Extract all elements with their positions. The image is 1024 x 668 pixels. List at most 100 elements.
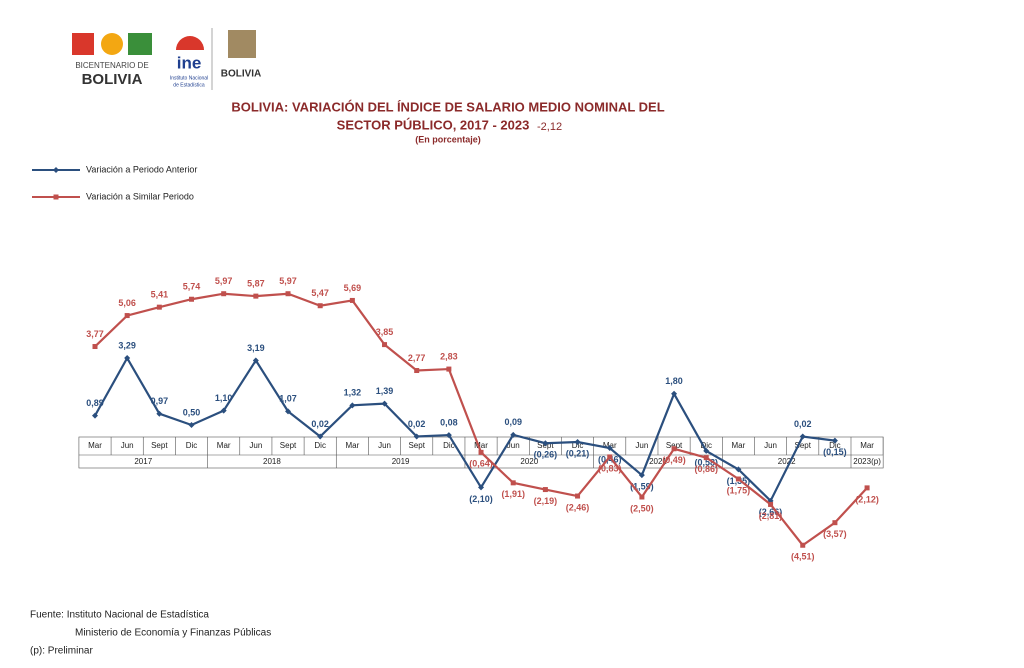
- year-label: 2019: [392, 457, 410, 466]
- data-label: 5,97: [279, 276, 297, 286]
- point: [735, 476, 741, 482]
- point: [671, 446, 677, 452]
- data-label: 0,89: [86, 398, 104, 408]
- point: [317, 303, 323, 309]
- data-label: (0,58): [694, 457, 718, 467]
- point: [445, 432, 452, 439]
- point: [220, 407, 227, 414]
- legend-label: Variación a Similar Periodo: [86, 191, 194, 201]
- x-tick-label: Jun: [764, 441, 777, 450]
- data-label: 0,08: [440, 417, 458, 427]
- data-label: (0,64): [469, 459, 493, 469]
- data-label: (2,46): [566, 502, 590, 512]
- point: [349, 297, 355, 303]
- point: [606, 445, 613, 452]
- year-label: 2021: [649, 457, 667, 466]
- data-label: (0,49): [662, 455, 686, 465]
- point: [638, 472, 645, 479]
- x-tick-label: Dic: [443, 441, 455, 450]
- point: [252, 357, 259, 364]
- x-tick-label: Sept: [666, 441, 683, 450]
- x-tick-label: Sept: [151, 441, 168, 450]
- logo-ine-arc: [176, 36, 204, 50]
- x-tick-label: Jun: [635, 441, 648, 450]
- point: [382, 342, 388, 348]
- x-tick-label: Mar: [345, 441, 359, 450]
- point: [253, 293, 259, 299]
- data-label: (1,91): [501, 489, 525, 499]
- x-tick-label: Mar: [860, 441, 874, 450]
- logo-text: de Estadística: [173, 82, 205, 88]
- point: [832, 520, 838, 526]
- point: [349, 402, 356, 409]
- data-label: (4,51): [791, 552, 815, 562]
- point: [124, 313, 130, 319]
- year-label: 2022: [778, 457, 796, 466]
- data-label: 0,02: [794, 419, 812, 429]
- point: [188, 422, 195, 428]
- data-label: (2,10): [469, 494, 493, 504]
- footer-text: Ministerio de Economía y Finanzas Públic…: [75, 628, 271, 639]
- point: [156, 304, 162, 310]
- series-line: [94, 292, 868, 547]
- data-label: 0,02: [408, 419, 426, 429]
- point: [864, 485, 870, 491]
- point: [189, 296, 195, 302]
- x-tick-label: Sept: [280, 441, 297, 450]
- footer-text: (p): Preliminar: [30, 646, 93, 657]
- data-label: 1,32: [344, 388, 362, 398]
- data-label: (0,83): [598, 463, 622, 473]
- data-label: 0,50: [183, 407, 201, 417]
- point: [156, 410, 163, 417]
- data-label: 5,74: [183, 282, 201, 292]
- data-label: 0,02: [311, 419, 329, 429]
- data-label: 5,41: [151, 290, 169, 300]
- data-label: (0,86): [694, 464, 718, 474]
- data-label: 3,29: [118, 340, 136, 350]
- point: [542, 487, 548, 493]
- x-tick-label: Dic: [700, 441, 712, 450]
- point: [413, 433, 420, 440]
- chart-subtitle: (En porcentaje): [415, 134, 481, 144]
- data-label: (0,21): [566, 448, 590, 458]
- data-label: (1,75): [727, 485, 751, 495]
- point: [478, 484, 485, 491]
- chart-title: SECTOR PÚBLICO, 2017 - 2023: [337, 117, 530, 132]
- x-tick-label: Jun: [249, 441, 262, 450]
- point: [317, 433, 324, 440]
- data-label: (2,50): [630, 503, 654, 513]
- x-tick-label: Jun: [378, 441, 391, 450]
- logo-block: [228, 30, 256, 58]
- logo-text: ine: [177, 53, 202, 72]
- data-label: 3,85: [376, 327, 394, 337]
- legend-marker: [53, 194, 59, 200]
- point: [703, 455, 709, 461]
- data-label: (1,59): [630, 482, 654, 492]
- point: [671, 390, 678, 397]
- x-tick-label: Dic: [829, 441, 841, 450]
- point: [221, 291, 227, 297]
- logo-text: BOLIVIA: [82, 71, 143, 88]
- point: [800, 542, 806, 548]
- logo-block: [72, 33, 94, 55]
- logos: BICENTENARIO DE BOLIVIA ine Instituto Na…: [72, 28, 261, 90]
- data-label: (3,57): [823, 529, 847, 539]
- x-tick-label: Mar: [474, 441, 488, 450]
- data-label: 1,80: [665, 376, 683, 386]
- point: [381, 400, 388, 407]
- logo-block: [101, 33, 123, 55]
- point: [92, 412, 98, 419]
- point: [446, 366, 452, 372]
- point: [703, 447, 710, 454]
- point: [478, 449, 484, 455]
- point: [414, 368, 420, 374]
- logo-text: BOLIVIA: [221, 69, 262, 80]
- point: [639, 494, 645, 500]
- point: [285, 408, 292, 415]
- chart-title-suffix: -2,12: [537, 121, 562, 133]
- x-tick-label: Sept: [408, 441, 425, 450]
- data-label: (2,19): [534, 496, 558, 506]
- logo-block: [128, 33, 152, 55]
- data-label: (2,81): [759, 511, 783, 521]
- data-label: (2,12): [855, 494, 879, 504]
